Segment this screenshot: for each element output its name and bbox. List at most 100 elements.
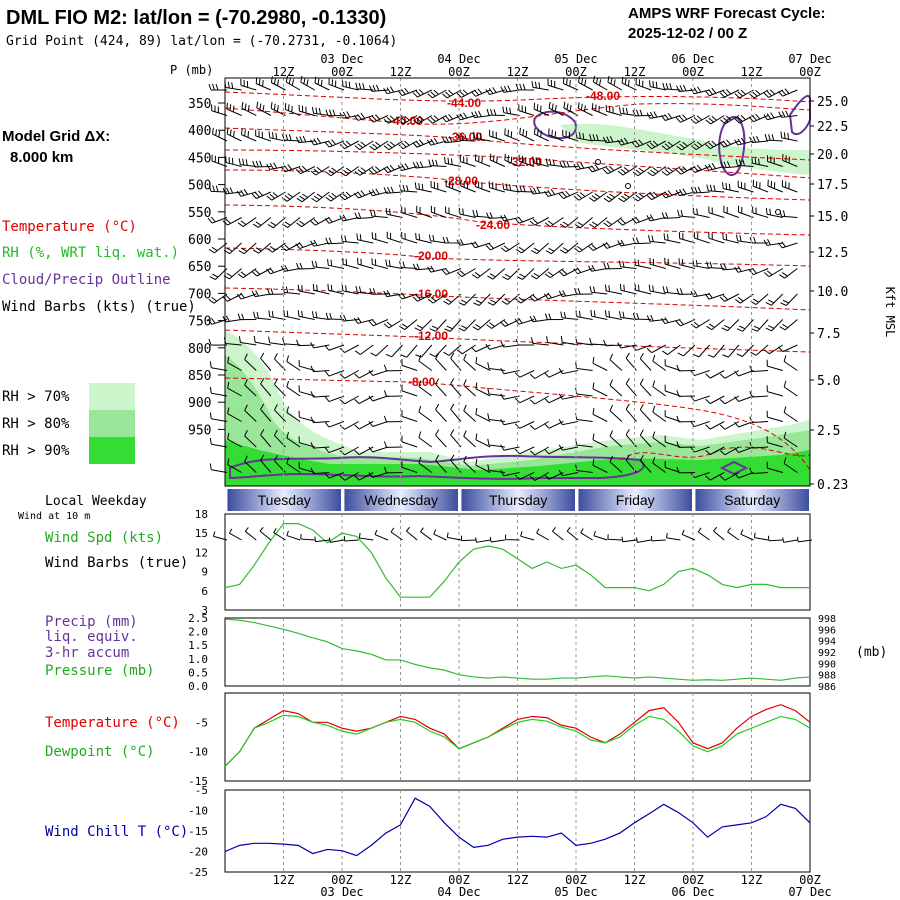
wind-barb — [734, 472, 754, 479]
wind-barb — [592, 356, 608, 371]
legend-rh90-swatch — [89, 437, 135, 464]
legend-rh80: RH > 80% — [2, 416, 70, 432]
wind-barb — [706, 261, 725, 269]
wind-barb — [412, 115, 433, 125]
wind-barb-10m — [666, 532, 681, 541]
height-tick-label: 10.0 — [817, 285, 848, 300]
wind-barb — [370, 344, 389, 357]
wind-barb — [529, 395, 550, 405]
wind-barb — [371, 232, 389, 244]
wind-barb — [719, 446, 740, 456]
wind-barb — [209, 437, 228, 448]
wind-barb — [587, 164, 608, 173]
weekday-label: Thursday — [489, 492, 547, 508]
wind-barb-10m — [593, 530, 608, 541]
wind-barb — [592, 382, 608, 397]
wind-barb — [530, 337, 549, 346]
wind-barb — [632, 166, 652, 177]
wind-barb — [209, 386, 228, 397]
temperature-panel: -5 -10 -15 — [188, 692, 811, 788]
pressure-tick-label: 500 — [188, 179, 211, 194]
wind-barb — [310, 137, 330, 146]
wind-barb — [704, 292, 725, 300]
legend-rh80-swatch — [89, 410, 135, 437]
height-tick-label: 15.0 — [817, 210, 848, 225]
wind-barb — [664, 257, 681, 269]
wind-barb — [386, 231, 403, 244]
wind-barb — [609, 353, 623, 371]
wind-barb — [487, 293, 506, 306]
wind-barb — [244, 404, 257, 422]
y-right-tick-label: 994 — [818, 637, 836, 648]
wind-barb-10m — [475, 537, 491, 543]
wind-barb — [646, 111, 666, 119]
wind-barb — [677, 344, 696, 357]
wind-barb — [560, 242, 579, 254]
wind-barb — [251, 190, 272, 199]
wind-barb — [260, 378, 272, 397]
wind-barb — [368, 84, 388, 92]
cross-section-frame — [224, 77, 811, 487]
wind-barb — [592, 407, 608, 422]
wind-barb — [238, 242, 257, 255]
temp-contour-40 — [224, 103, 811, 125]
wind-barb — [719, 370, 740, 379]
wind-barb — [783, 457, 798, 473]
wind-barb-10m — [681, 529, 696, 541]
wind-barb — [441, 113, 462, 123]
wind-barb — [617, 342, 637, 349]
wind-barb — [705, 370, 725, 379]
wind-barb — [354, 166, 374, 176]
wind-barb — [267, 217, 286, 229]
wind-barb — [529, 421, 550, 430]
wind-barb — [504, 128, 520, 142]
time-tick-label: 00Z — [682, 65, 704, 79]
temp-contour-44 — [224, 91, 811, 103]
wind-barb — [226, 127, 242, 142]
wind-barb — [240, 79, 257, 91]
wind-barb — [646, 140, 666, 150]
wind-barb — [324, 421, 345, 428]
wind-barb — [676, 390, 696, 397]
wind-barb — [639, 352, 652, 371]
wind-barb — [475, 408, 491, 422]
wind-barb — [385, 344, 403, 358]
wind-barb — [354, 370, 374, 379]
wind-barb — [652, 380, 667, 397]
time-tick-label: 00Z — [331, 873, 353, 887]
wind-barb — [676, 84, 696, 92]
pressure-axis-title: P (mb) — [170, 63, 213, 77]
date-label: 06 Dec — [671, 52, 714, 66]
wind-barb — [514, 216, 535, 224]
wind-barb — [765, 319, 784, 332]
wind-barb — [456, 112, 476, 121]
wind-barb — [270, 76, 286, 91]
wind-barb — [473, 131, 491, 142]
height-tick-label: 2.5 — [817, 424, 840, 439]
wind-barb — [662, 344, 681, 355]
wind-barb — [463, 379, 476, 397]
date-label: 04 Dec — [437, 52, 480, 66]
wind-barb — [529, 472, 550, 481]
wind-barb — [383, 86, 403, 95]
wind-barb — [618, 260, 637, 269]
weekday-label: Tuesday — [258, 492, 311, 508]
wind-barb — [558, 367, 579, 375]
wind-barb — [412, 293, 432, 302]
wind-barb — [736, 319, 754, 332]
wind-barb — [734, 421, 754, 428]
wind-barb — [619, 283, 637, 295]
wind-barb — [516, 242, 535, 254]
page-title: DML FIO M2: lat/lon = (-70.2980, -0.1330… — [6, 7, 386, 29]
y-tick-label: -10 — [188, 746, 208, 759]
wind-barb — [427, 89, 447, 99]
wind-barb — [418, 380, 433, 397]
wind-barb — [604, 284, 622, 295]
height-axis-title: Kft MSL — [883, 287, 897, 338]
wind-barb — [559, 217, 579, 228]
wind-barb — [546, 336, 564, 346]
wind-barb — [368, 319, 389, 327]
wind-barb — [639, 454, 652, 473]
y-tick-label: 2.5 — [188, 612, 208, 625]
